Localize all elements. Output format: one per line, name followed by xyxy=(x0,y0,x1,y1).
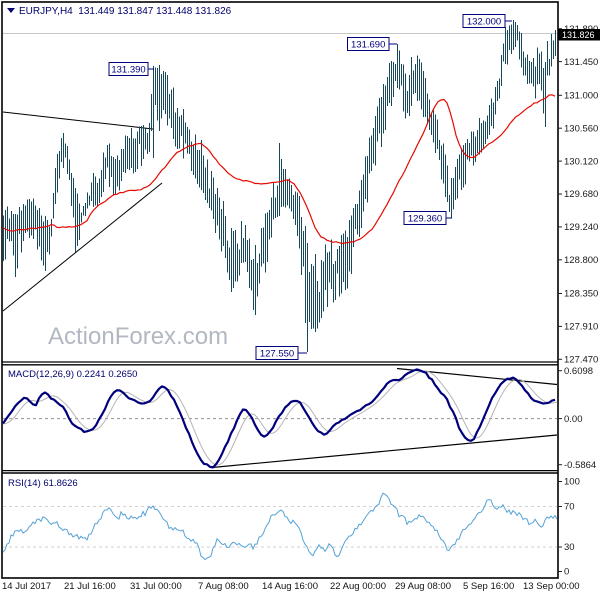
svg-text:130.560: 130.560 xyxy=(564,123,598,134)
svg-text:EURJPY,H4 131.449 131.847 131: EURJPY,H4 131.449 131.847 131.448 131.82… xyxy=(19,6,232,17)
svg-text:127.470: 127.470 xyxy=(564,355,598,366)
svg-text:131.690: 131.690 xyxy=(351,39,385,50)
svg-text:131.390: 131.390 xyxy=(111,64,145,75)
svg-text:7 Aug 08:00: 7 Aug 08:00 xyxy=(198,581,249,592)
svg-text:MACD(12,26,9) 0.2241 0.2650: MACD(12,26,9) 0.2241 0.2650 xyxy=(8,369,137,380)
svg-text:131.450: 131.450 xyxy=(564,57,598,68)
svg-text:-0.5864: -0.5864 xyxy=(564,460,596,471)
svg-text:14 Aug 16:00: 14 Aug 16:00 xyxy=(262,581,318,592)
svg-text:0: 0 xyxy=(564,567,569,578)
svg-text:70: 70 xyxy=(564,502,575,513)
svg-text:100: 100 xyxy=(564,477,580,488)
svg-text:29 Aug 08:00: 29 Aug 08:00 xyxy=(395,581,451,592)
svg-text:5 Sep 16:00: 5 Sep 16:00 xyxy=(463,581,514,592)
svg-text:128.350: 128.350 xyxy=(564,289,598,300)
svg-text:21 Jul 16:00: 21 Jul 16:00 xyxy=(64,581,116,592)
svg-text:14 Jul 2017: 14 Jul 2017 xyxy=(2,581,51,592)
svg-text:22 Aug 00:00: 22 Aug 00:00 xyxy=(330,581,386,592)
svg-text:129.360: 129.360 xyxy=(408,213,442,224)
svg-text:131.826: 131.826 xyxy=(562,30,595,40)
svg-text:128.800: 128.800 xyxy=(564,255,598,266)
svg-text:0.00: 0.00 xyxy=(564,414,583,425)
svg-text:RSI(14) 61.8626: RSI(14) 61.8626 xyxy=(8,478,78,489)
svg-text:129.240: 129.240 xyxy=(564,222,598,233)
svg-text:0.6098: 0.6098 xyxy=(564,366,593,377)
svg-text:13 Sep 00:00: 13 Sep 00:00 xyxy=(523,581,580,592)
svg-text:132.000: 132.000 xyxy=(467,16,501,27)
svg-text:30: 30 xyxy=(564,542,575,553)
svg-text:129.680: 129.680 xyxy=(564,189,598,200)
svg-text:127.910: 127.910 xyxy=(564,322,598,333)
svg-text:31 Jul 00:00: 31 Jul 00:00 xyxy=(130,581,182,592)
svg-text:127.550: 127.550 xyxy=(260,348,294,359)
svg-text:130.120: 130.120 xyxy=(564,156,598,167)
svg-text:131.000: 131.000 xyxy=(564,91,598,102)
svg-text:ActionForex.com: ActionForex.com xyxy=(48,323,228,350)
